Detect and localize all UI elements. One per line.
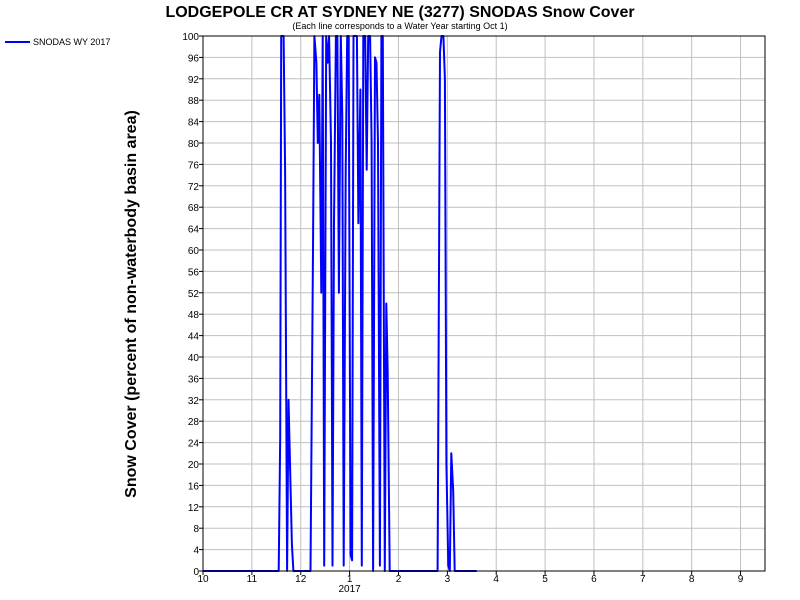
x-tick-label: 1: [347, 574, 353, 585]
chart-subtitle: (Each line corresponds to a Water Year s…: [292, 21, 507, 31]
chart-title: LODGEPOLE CR AT SYDNEY NE (3277) SNODAS …: [165, 4, 634, 21]
y-tick-label: 16: [188, 481, 200, 492]
x-tick-label: 5: [542, 574, 548, 585]
x-tick-label: 4: [493, 574, 499, 585]
x-tick-label: 10: [197, 574, 209, 585]
y-tick-label: 48: [188, 310, 200, 321]
y-axis-label: Snow Cover (percent of non-waterbody bas…: [123, 110, 140, 498]
legend-label: SNODAS WY 2017: [33, 37, 110, 47]
y-tick-label: 32: [188, 396, 200, 407]
x-tick-label: 12: [295, 574, 307, 585]
y-tick-label: 76: [188, 160, 200, 171]
y-tick-label: 0: [193, 567, 199, 578]
y-tick-label: 8: [193, 524, 199, 535]
y-tick-label: 88: [188, 96, 200, 107]
y-tick-label: 100: [182, 32, 199, 43]
y-tick-label: 60: [188, 246, 200, 257]
x-tick-label: 3: [445, 574, 451, 585]
plot-frame: [202, 35, 766, 572]
y-tick-label: 72: [188, 182, 200, 193]
y-tick-label: 56: [188, 267, 200, 278]
y-tick-label: 92: [188, 75, 200, 86]
y-tick-label: 68: [188, 203, 200, 214]
legend: SNODAS WY 2017: [5, 37, 110, 47]
y-tick-label: 28: [188, 417, 200, 428]
x-tick-label: 7: [640, 574, 646, 585]
y-tick-label: 96: [188, 53, 200, 64]
y-tick-label: 44: [188, 332, 200, 343]
y-tick-label: 40: [188, 353, 200, 364]
x-tick-label: 6: [591, 574, 597, 585]
x-tick-label: 2: [396, 574, 402, 585]
y-tick-label: 24: [188, 439, 200, 450]
y-tick-label: 52: [188, 289, 200, 300]
series-layer: [203, 35, 477, 572]
y-tick-label: 20: [188, 460, 200, 471]
x-year-label: 2017: [338, 584, 361, 595]
y-tick-label: 64: [188, 225, 200, 236]
y-tick-label: 12: [188, 503, 200, 514]
y-tick-label: 80: [188, 139, 200, 150]
x-tick-label: 9: [738, 574, 744, 585]
y-tick-label: 36: [188, 374, 200, 385]
y-tick-label: 84: [188, 118, 200, 129]
x-tick-label: 8: [689, 574, 695, 585]
y-axis: 0481216202428323640444852566064687276808…: [182, 32, 203, 578]
x-tick-label: 11: [247, 574, 258, 585]
series-line: [203, 35, 477, 572]
grid: [202, 35, 765, 572]
y-tick-label: 4: [193, 546, 199, 557]
